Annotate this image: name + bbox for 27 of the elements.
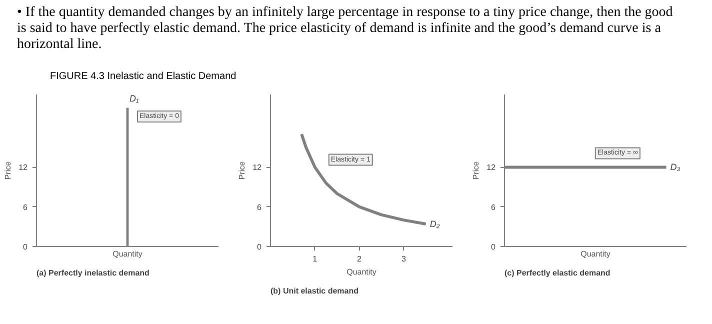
x-axis-title: Quantity: [580, 250, 610, 258]
y-tick-label: 0: [257, 242, 262, 252]
series-label: D₂: [430, 219, 440, 230]
y-tick-label: 6: [23, 202, 28, 212]
text: (a) Perfectly inelastic demand: [36, 268, 150, 278]
series-label: D₁: [130, 94, 139, 104]
y-tick-label: 0: [491, 242, 496, 252]
y-axis-title: Price: [472, 160, 481, 180]
y-tick-label: 12: [486, 163, 496, 172]
y-axis-title: Price: [238, 160, 247, 180]
y-axis-title: Price: [4, 160, 13, 180]
text: (b) Unit elastic demand: [270, 286, 359, 296]
x-tick-label: 3: [401, 254, 406, 264]
text: • If the quantity demanded changes by an infinitely large percentage in response to a tiny price change, then the good is said to have perfectly elastic demand. The price elasticity of demand is infinite and the good’s demand curve is a horizontal line.: [16, 5, 674, 53]
y-tick-label: 12: [18, 163, 28, 172]
y-tick-label: 12: [252, 163, 262, 172]
series-label: D₃: [670, 162, 681, 172]
x-tick-label: 1: [312, 254, 318, 264]
x-axis-title: Quantity: [112, 250, 142, 258]
y-tick-label: 6: [491, 202, 496, 212]
x-tick-label: 2: [357, 254, 362, 264]
y-tick-label: 6: [257, 202, 262, 212]
text: (c) Perfectly elastic demand: [504, 268, 610, 278]
y-tick-label: 0: [23, 242, 28, 252]
x-axis-title: Quantity: [346, 268, 376, 276]
line-series: [300, 132, 428, 226]
chart-title: FIGURE 4.3 Inelastic and Elastic Demand: [49, 71, 236, 83]
